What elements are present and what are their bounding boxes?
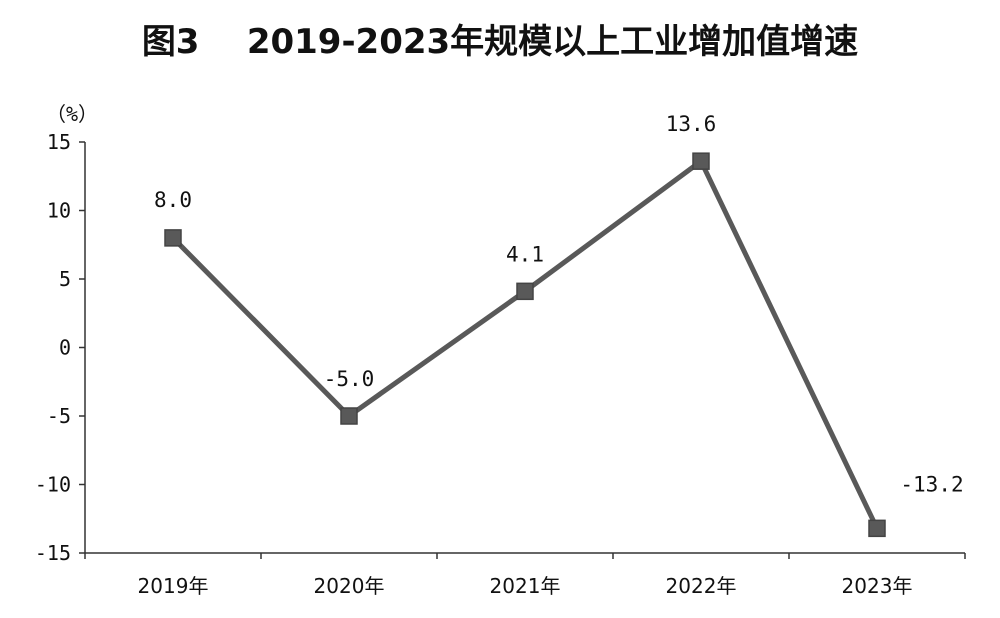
data-point-marker bbox=[868, 519, 886, 538]
data-labels: 8.0 -5.0 4.1 13.6 -13.2 bbox=[154, 112, 964, 496]
y-tick-label: 0 bbox=[59, 336, 71, 360]
data-label: 8.0 bbox=[154, 188, 192, 212]
data-label: 13.6 bbox=[666, 112, 717, 136]
axes bbox=[84, 142, 965, 554]
y-tick-label: -15 bbox=[35, 541, 71, 565]
series-line bbox=[171, 158, 880, 530]
y-tick-label: 10 bbox=[47, 199, 71, 223]
y-tick-label: 5 bbox=[59, 267, 71, 291]
chart-title: 图3 2019-2023年规模以上工业增加值增速 bbox=[141, 22, 859, 62]
x-tick-label: 2022年 bbox=[666, 574, 737, 598]
y-tick-label: 15 bbox=[47, 130, 71, 154]
data-label: 4.1 bbox=[506, 242, 544, 266]
x-tick-label: 2020年 bbox=[314, 574, 385, 598]
y-axis-unit-label: （%） bbox=[46, 102, 99, 126]
x-tick-label: 2019年 bbox=[138, 574, 209, 598]
y-tick-label: -10 bbox=[35, 473, 71, 497]
y-tick-label: -5 bbox=[47, 404, 71, 428]
data-point-marker bbox=[164, 229, 182, 247]
data-label: -5.0 bbox=[324, 367, 375, 391]
y-axis-ticks: 15 10 5 0 -5 -10 -15 bbox=[35, 130, 85, 565]
x-tick-label: 2023年 bbox=[842, 574, 913, 598]
x-axis-labels: 2019年 2020年 2021年 2022年 2023年 bbox=[84, 553, 966, 598]
data-point-marker bbox=[340, 407, 358, 425]
data-label: -13.2 bbox=[900, 472, 963, 496]
series-markers bbox=[164, 152, 886, 538]
series-lines bbox=[171, 158, 880, 530]
x-tick-label: 2021年 bbox=[490, 574, 561, 598]
data-point-marker bbox=[692, 152, 710, 170]
data-point-marker bbox=[516, 282, 534, 301]
